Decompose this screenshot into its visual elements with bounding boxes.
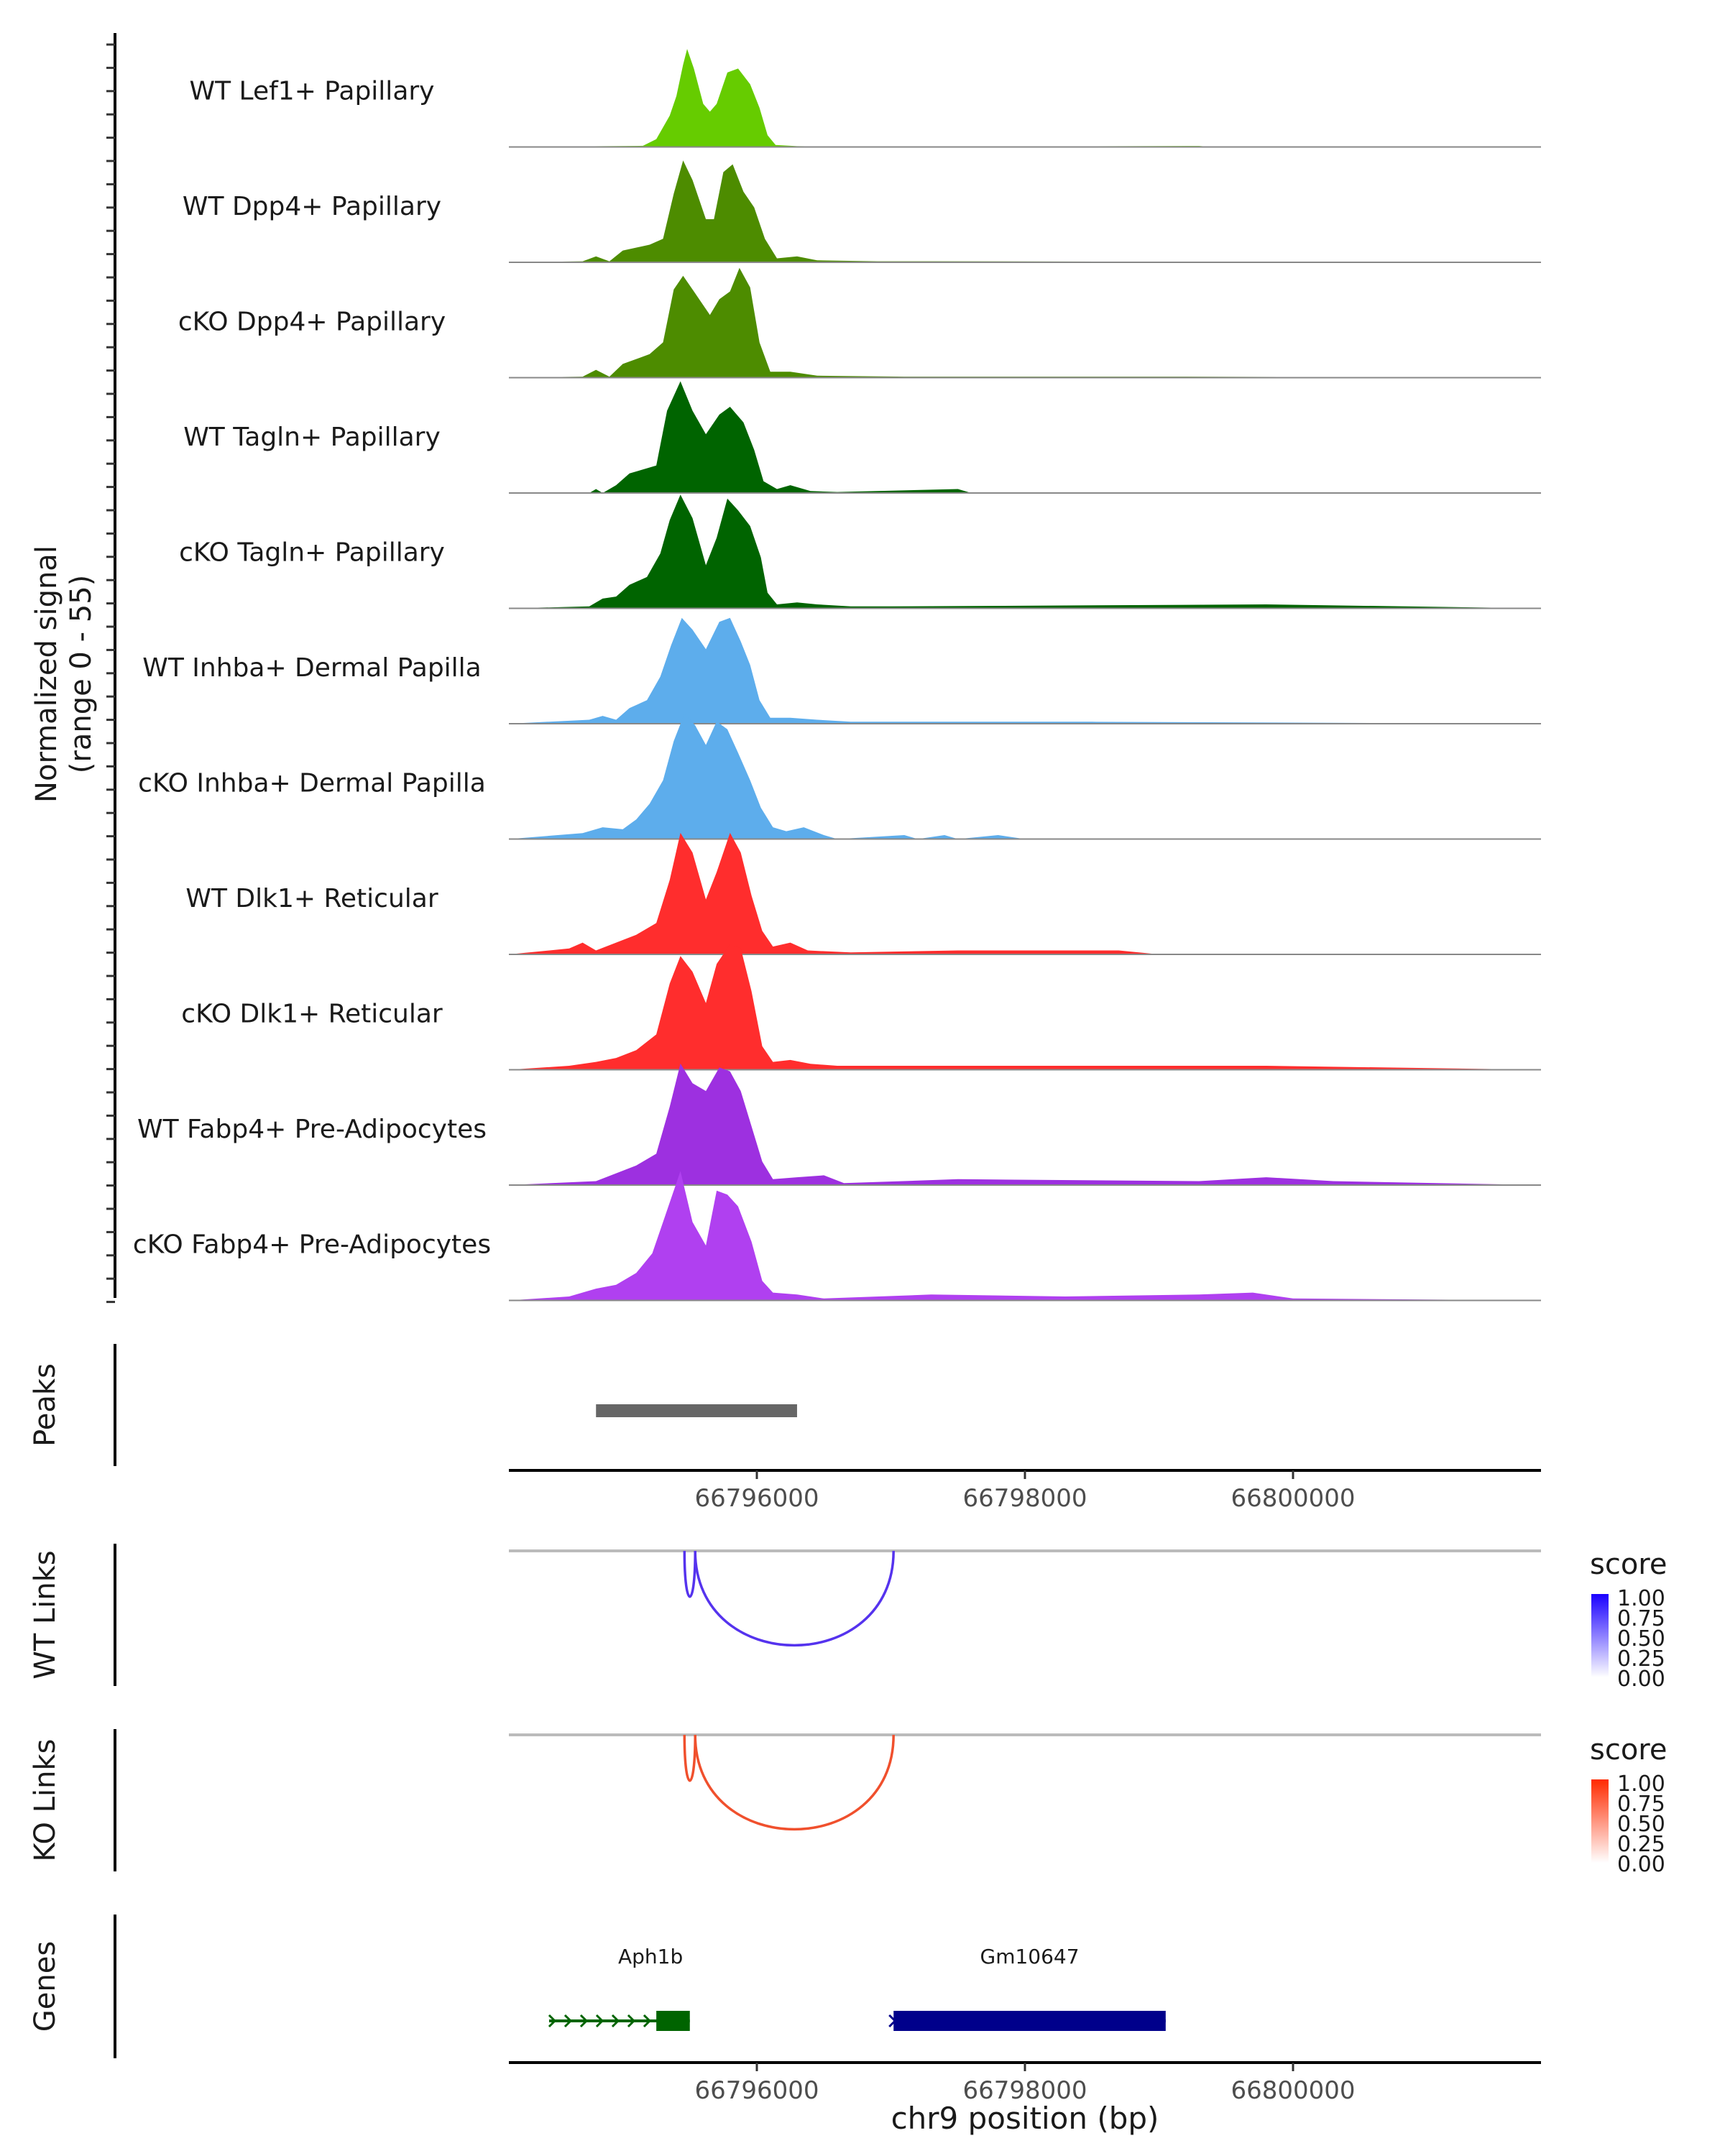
track-area-9 <box>509 1063 1541 1185</box>
wt-link-arcs <box>683 1550 895 1647</box>
link-arc-1 <box>694 1734 895 1831</box>
genes-panel: Genes Aph1b Gm10647 66796000 66798000 66800… <box>29 1915 1541 2136</box>
strand-arrow <box>564 2014 573 2028</box>
x-tick-label: 66796000 <box>694 2076 819 2105</box>
ko-links-ylabel: KO Links <box>29 1739 62 1862</box>
legend-tick-label: 0.25 <box>1617 1646 1665 1672</box>
track-label-0: WT Lef1+ Papillary <box>190 77 435 106</box>
track-label-5: WT Inhba+ Dermal Papilla <box>142 653 481 683</box>
coverage-tracks: WT Lef1+ Papillary WT Dpp4+ Papillary cKO … <box>133 49 1541 1302</box>
strand-arrow <box>627 2014 636 2028</box>
track-3: WT Tagln+ Papillary <box>183 381 1541 494</box>
track-1: WT Dpp4+ Papillary <box>183 160 1541 263</box>
track-4: cKO Tagln+ Papillary <box>179 494 1541 609</box>
gene-models: Aph1b Gm10647 <box>548 1945 1166 2031</box>
gene-exon <box>656 2011 690 2031</box>
x-tick-label: 66800000 <box>1230 1484 1355 1513</box>
coverage-ylabel-line1: Normalized signal <box>30 545 63 803</box>
track-area-6 <box>509 714 1541 839</box>
track-label-4: cKO Tagln+ Papillary <box>179 538 445 568</box>
track-area-3 <box>509 381 1541 493</box>
x-axis-title: chr9 position (bp) <box>891 2101 1159 2136</box>
track-6: cKO Inhba+ Dermal Papilla <box>138 714 1541 840</box>
genes-ylabel: Genes <box>29 1941 62 2032</box>
gene-exon <box>893 2011 1166 2031</box>
track-label-8: cKO Dlk1+ Reticular <box>181 1000 443 1029</box>
wt-legend-title: score <box>1590 1548 1667 1581</box>
strand-arrow <box>643 2014 652 2028</box>
strand-arrow <box>595 2014 604 2028</box>
peaks-x-ticks: 66796000 66798000 66800000 <box>694 1470 1356 1513</box>
gene-label: Gm10647 <box>980 1945 1080 1968</box>
track-9: WT Fabp4+ Pre-Adipocytes <box>137 1063 1541 1186</box>
track-0: WT Lef1+ Papillary <box>190 49 1541 148</box>
legend-tick-label: 0.00 <box>1617 1667 1665 1692</box>
strand-arrow <box>548 2014 557 2028</box>
track-label-9: WT Fabp4+ Pre-Adipocytes <box>137 1115 487 1144</box>
track-8: cKO Dlk1+ Reticular <box>181 944 1541 1071</box>
legend-colorbar <box>1591 1779 1609 1863</box>
track-label-7: WT Dlk1+ Reticular <box>185 884 438 913</box>
coverage-panel: Normalized signal (range 0 - 55) WT Lef1… <box>30 33 1541 1304</box>
peak-bar-0 <box>596 1404 797 1417</box>
legend-tick-label: 0.50 <box>1617 1812 1665 1837</box>
legend-tick-label: 0.50 <box>1617 1626 1665 1651</box>
strand-arrow <box>579 2014 589 2028</box>
x-tick-label: 66800000 <box>1230 2076 1355 2105</box>
wt-score-legend: 1.000.750.500.250.00 <box>1591 1586 1665 1692</box>
coverage-ylabel-line2: (range 0 - 55) <box>65 575 98 773</box>
ko-score-legend: 1.000.750.500.250.00 <box>1591 1772 1665 1877</box>
track-label-1: WT Dpp4+ Papillary <box>183 192 441 221</box>
legend-tick-label: 0.00 <box>1617 1852 1665 1877</box>
legend-tick-label: 1.00 <box>1617 1586 1665 1611</box>
x-tick-label: 66796000 <box>694 1484 819 1513</box>
legend-tick-label: 0.75 <box>1617 1792 1665 1817</box>
peaks-ylabel: Peaks <box>29 1363 62 1447</box>
ko-links-panel: KO Links score 1.000.750.500.250.00 <box>29 1729 1667 1877</box>
legend-colorbar <box>1591 1594 1609 1677</box>
peaks-bars <box>596 1404 797 1417</box>
track-label-3: WT Tagln+ Papillary <box>183 423 441 452</box>
ko-legend-title: score <box>1590 1733 1667 1766</box>
wt-links-panel: WT Links score 1.000.750.500.250.00 <box>29 1544 1667 1692</box>
track-7: WT Dlk1+ Reticular <box>185 832 1541 955</box>
strand-arrow <box>888 2014 897 2028</box>
gene-label: Aph1b <box>618 1945 683 1968</box>
track-10: cKO Fabp4+ Pre-Adipocytes <box>133 1171 1541 1302</box>
legend-tick-label: 0.25 <box>1617 1832 1665 1857</box>
track-5: WT Inhba+ Dermal Papilla <box>142 617 1541 724</box>
track-area-10 <box>509 1171 1541 1301</box>
track-area-0 <box>509 49 1541 147</box>
track-area-2 <box>509 267 1541 378</box>
track-label-2: cKO Dpp4+ Papillary <box>178 308 446 337</box>
track-label-10: cKO Fabp4+ Pre-Adipocytes <box>133 1230 491 1260</box>
link-arc-0 <box>683 1550 696 1598</box>
legend-tick-label: 0.75 <box>1617 1606 1665 1631</box>
track-area-7 <box>509 832 1541 954</box>
link-arc-0 <box>683 1734 696 1782</box>
wt-links-ylabel: WT Links <box>29 1550 62 1679</box>
track-2: cKO Dpp4+ Papillary <box>178 267 1541 379</box>
genes-x-ticks: 66796000 66798000 66800000 <box>694 2063 1356 2105</box>
track-label-6: cKO Inhba+ Dermal Papilla <box>138 769 486 798</box>
ko-link-arcs <box>683 1734 895 1831</box>
peaks-panel: Peaks 66796000 66798000 66800000 <box>29 1344 1541 1513</box>
x-tick-label: 66798000 <box>962 2076 1087 2105</box>
gene-Gm10647: Gm10647 <box>888 1945 1166 2031</box>
link-arc-1 <box>694 1550 895 1647</box>
track-area-8 <box>509 944 1541 1070</box>
coverage-y-ticks <box>106 43 115 1304</box>
legend-tick-label: 1.00 <box>1617 1772 1665 1797</box>
track-area-5 <box>509 617 1541 724</box>
track-area-4 <box>509 494 1541 609</box>
x-tick-label: 66798000 <box>962 1484 1087 1513</box>
strand-arrow <box>611 2014 620 2028</box>
track-area-1 <box>509 160 1541 262</box>
gene-Aph1b: Aph1b <box>548 1945 690 2031</box>
